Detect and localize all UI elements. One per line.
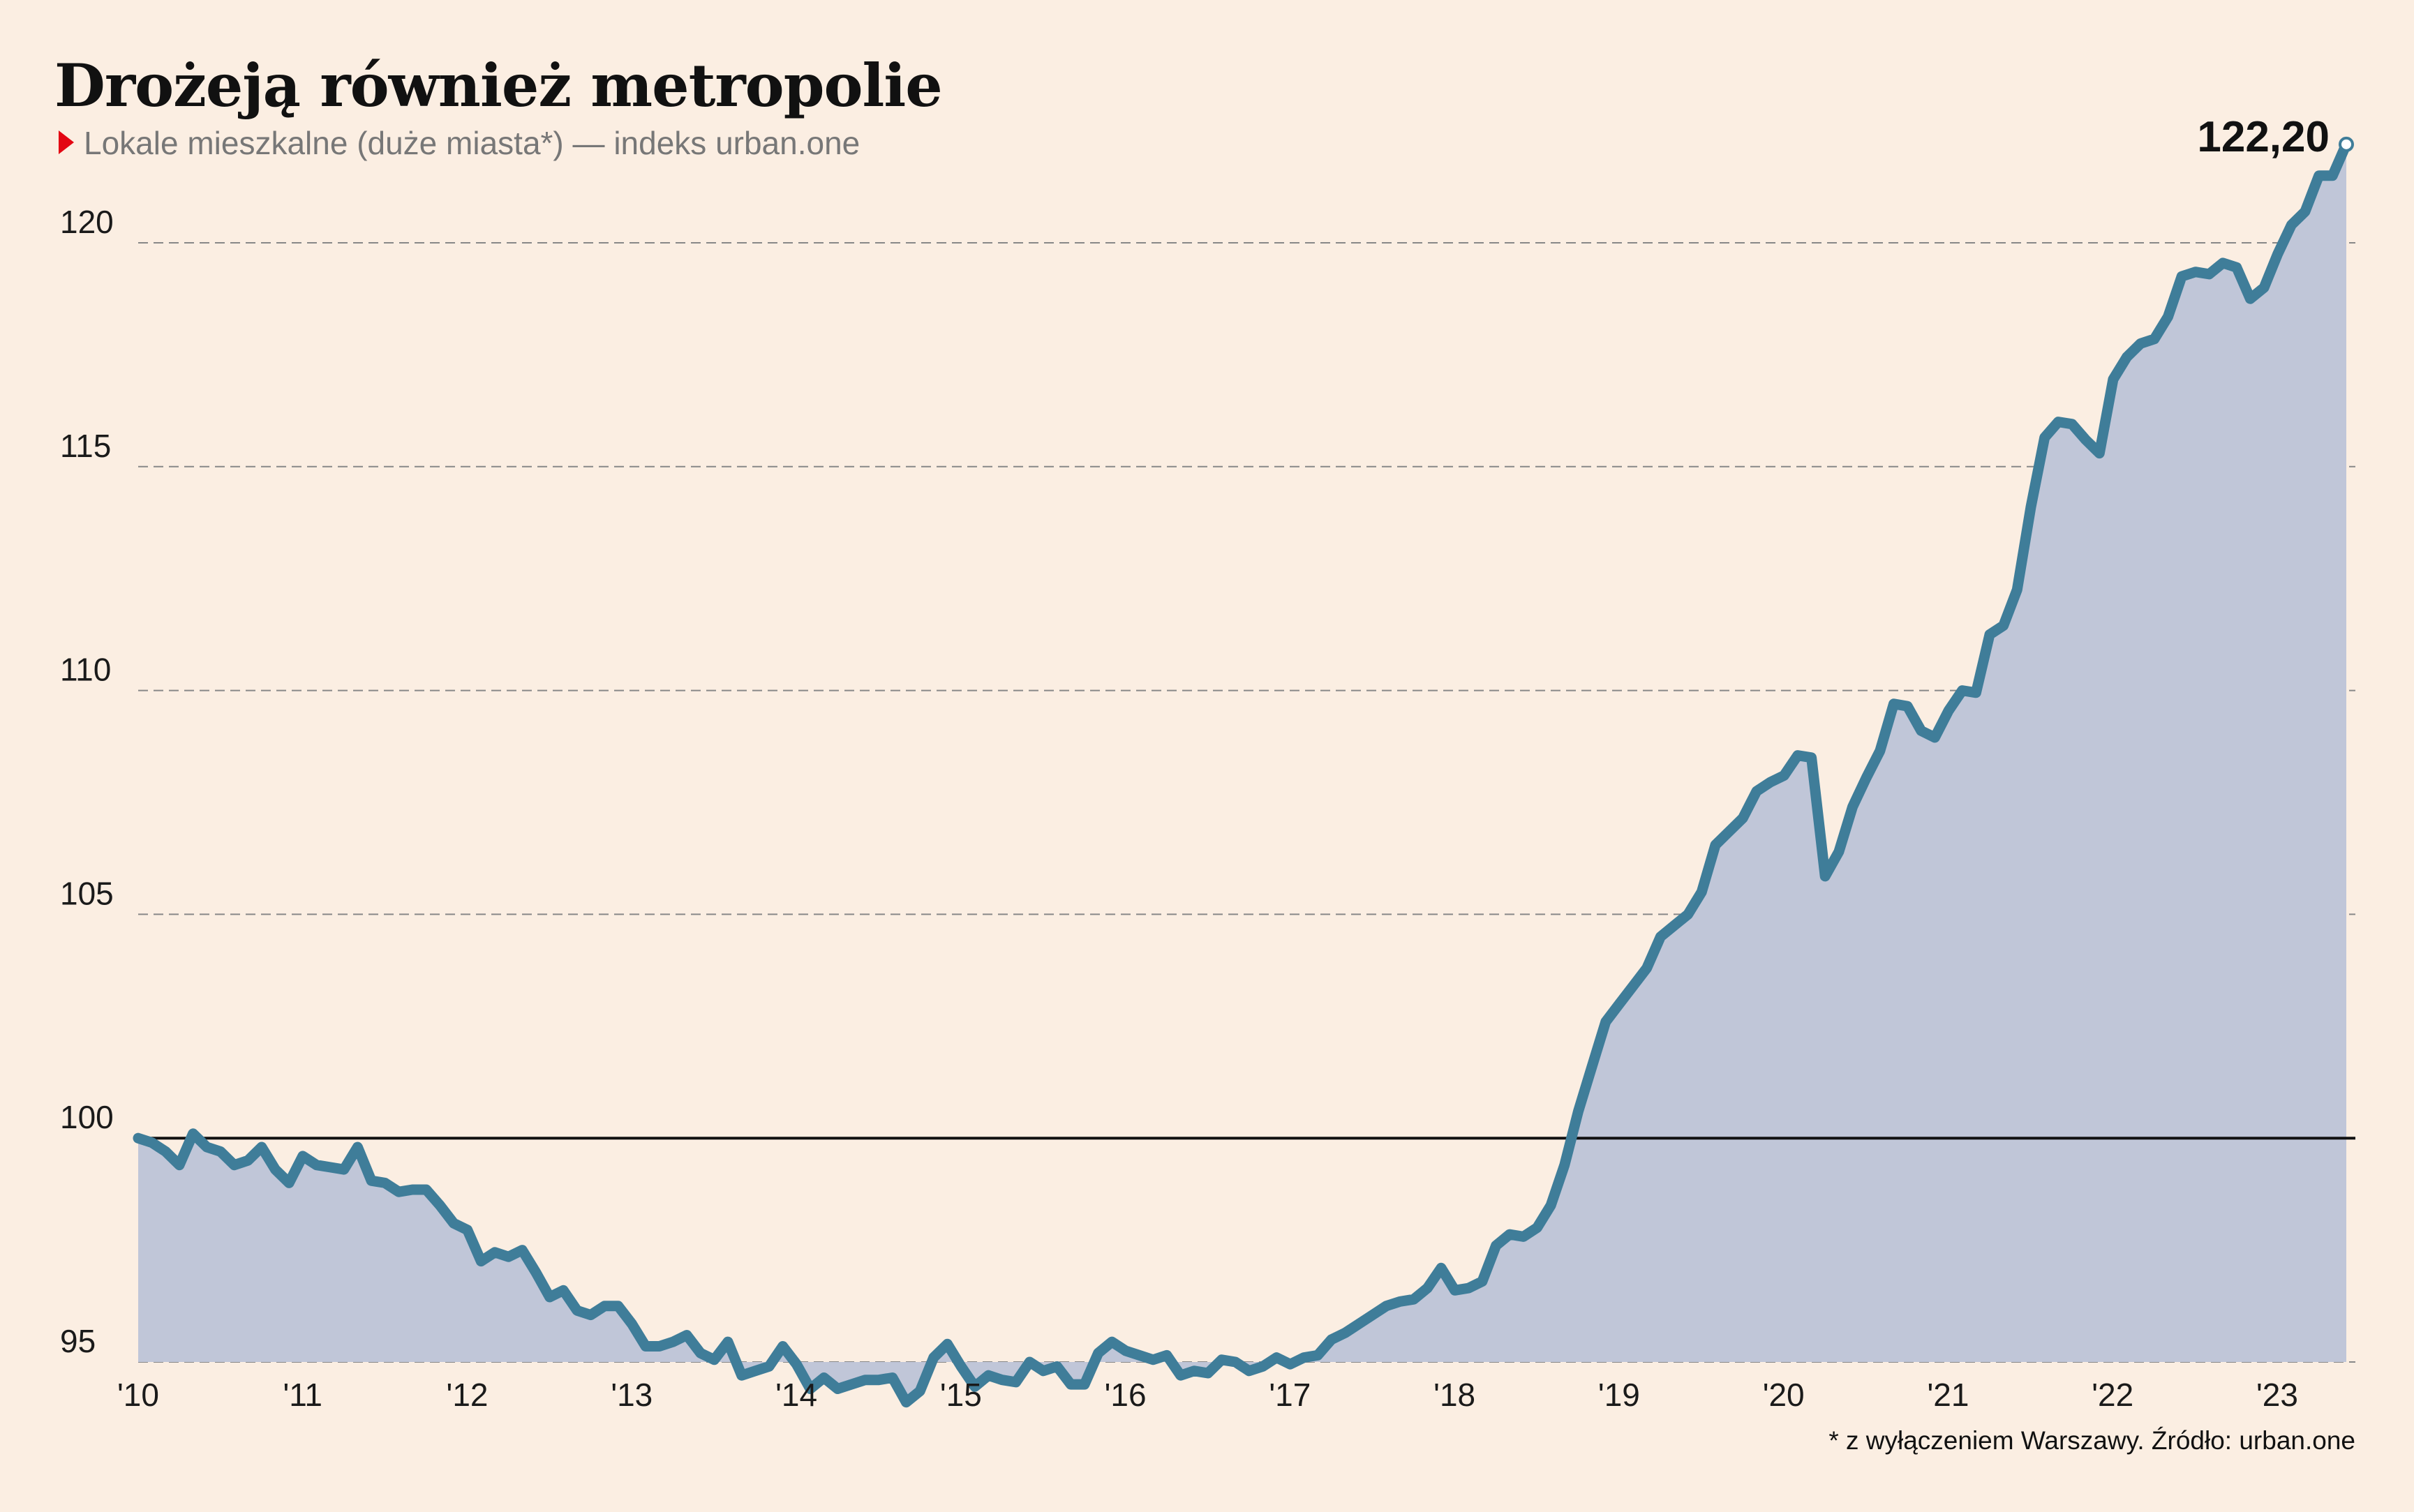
x-tick-label: '14 [775,1377,817,1413]
x-tick-label: '18 [1433,1377,1475,1413]
x-tick-label: '10 [117,1377,159,1413]
x-tick-label: '19 [1598,1377,1640,1413]
y-axis-labels: 95 100 105 110 115 120 [60,204,114,1359]
x-tick-label: '17 [1269,1377,1311,1413]
x-tick-label: '13 [611,1377,653,1413]
x-tick-label: '11 [283,1377,322,1413]
chart-title: Drożeją również metropolie [54,51,942,120]
x-tick-label: '12 [447,1377,489,1413]
x-tick-label: '15 [940,1377,982,1413]
x-axis-labels: '10 '11 '12 '13 '14 '15 '16 '17 '18 '19 '20 '21 '22 '… [117,1377,2298,1413]
last-value-point [2339,136,2354,152]
series-area [138,144,2346,1402]
y-tick-label: 115 [60,428,111,464]
x-tick-label: '22 [2092,1377,2133,1413]
footnote: * z wyłączeniem Warszawy. Źródło: urban.… [1828,1426,2355,1455]
x-tick-label: '20 [1763,1377,1805,1413]
x-tick-label: '23 [2256,1377,2298,1413]
last-value-label: 122,20 [2197,113,2330,161]
y-tick-label: 120 [60,204,114,240]
series-line [133,139,2352,1408]
x-tick-label: '21 [1927,1377,1969,1413]
x-tick-label: '16 [1105,1377,1147,1413]
chart-subtitle: Lokale mieszkalne (duże miasta*) — indek… [84,125,860,161]
subtitle-marker-icon [59,130,74,154]
y-tick-label: 100 [60,1099,114,1135]
y-tick-label: 105 [60,875,114,911]
y-tick-label: 110 [60,652,111,688]
y-tick-label: 95 [60,1323,96,1359]
